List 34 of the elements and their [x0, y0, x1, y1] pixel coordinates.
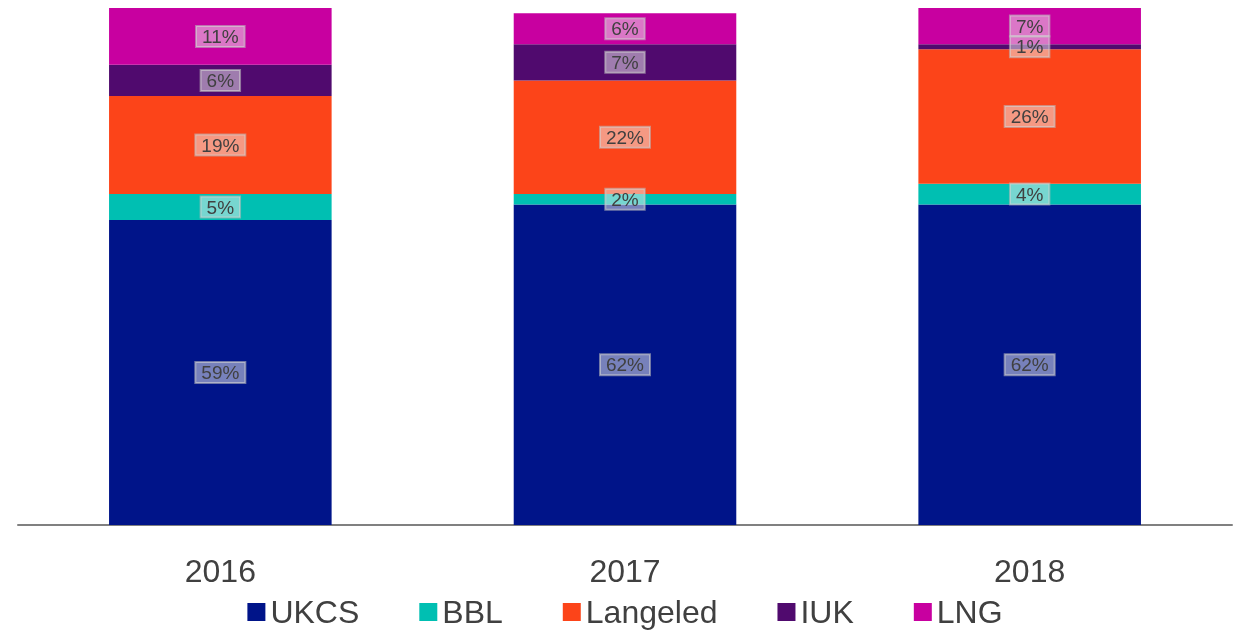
data-label: 22% [605, 126, 645, 148]
bar [513, 44, 737, 81]
bar [109, 194, 332, 220]
legend-label: UKCS [270, 594, 360, 630]
data-label: 62% [605, 354, 645, 376]
data-label: 1% [1015, 36, 1044, 58]
data-label: 5% [206, 196, 235, 218]
bar [918, 204, 1141, 525]
data-label: 19% [201, 134, 240, 156]
data-label: 2% [611, 188, 639, 210]
bar [513, 204, 737, 525]
x-tick-label: 2016 [184, 553, 256, 589]
bar [109, 95, 332, 195]
legend-label: Langeled [585, 594, 718, 630]
data-label: 6% [206, 69, 235, 91]
bar [109, 219, 332, 525]
bar [918, 183, 1141, 205]
bar [513, 80, 737, 195]
data-label: 26% [1010, 106, 1049, 128]
data-label: 62% [1010, 354, 1049, 376]
data-label: 7% [1015, 15, 1044, 37]
data-label: 4% [1015, 183, 1044, 205]
x-tick-label: 2018 [994, 553, 1066, 589]
data-label: 7% [611, 51, 639, 73]
legend-label: IUK [800, 594, 854, 630]
bar [513, 13, 737, 45]
bar [109, 64, 332, 96]
legend-label: LNG [936, 594, 1003, 630]
x-tick-label: 2017 [589, 553, 661, 589]
data-label: 6% [611, 18, 639, 40]
bar [109, 8, 332, 65]
data-label: 59% [201, 361, 240, 383]
legend-label: BBL [442, 594, 503, 630]
data-label: 11% [202, 25, 239, 47]
